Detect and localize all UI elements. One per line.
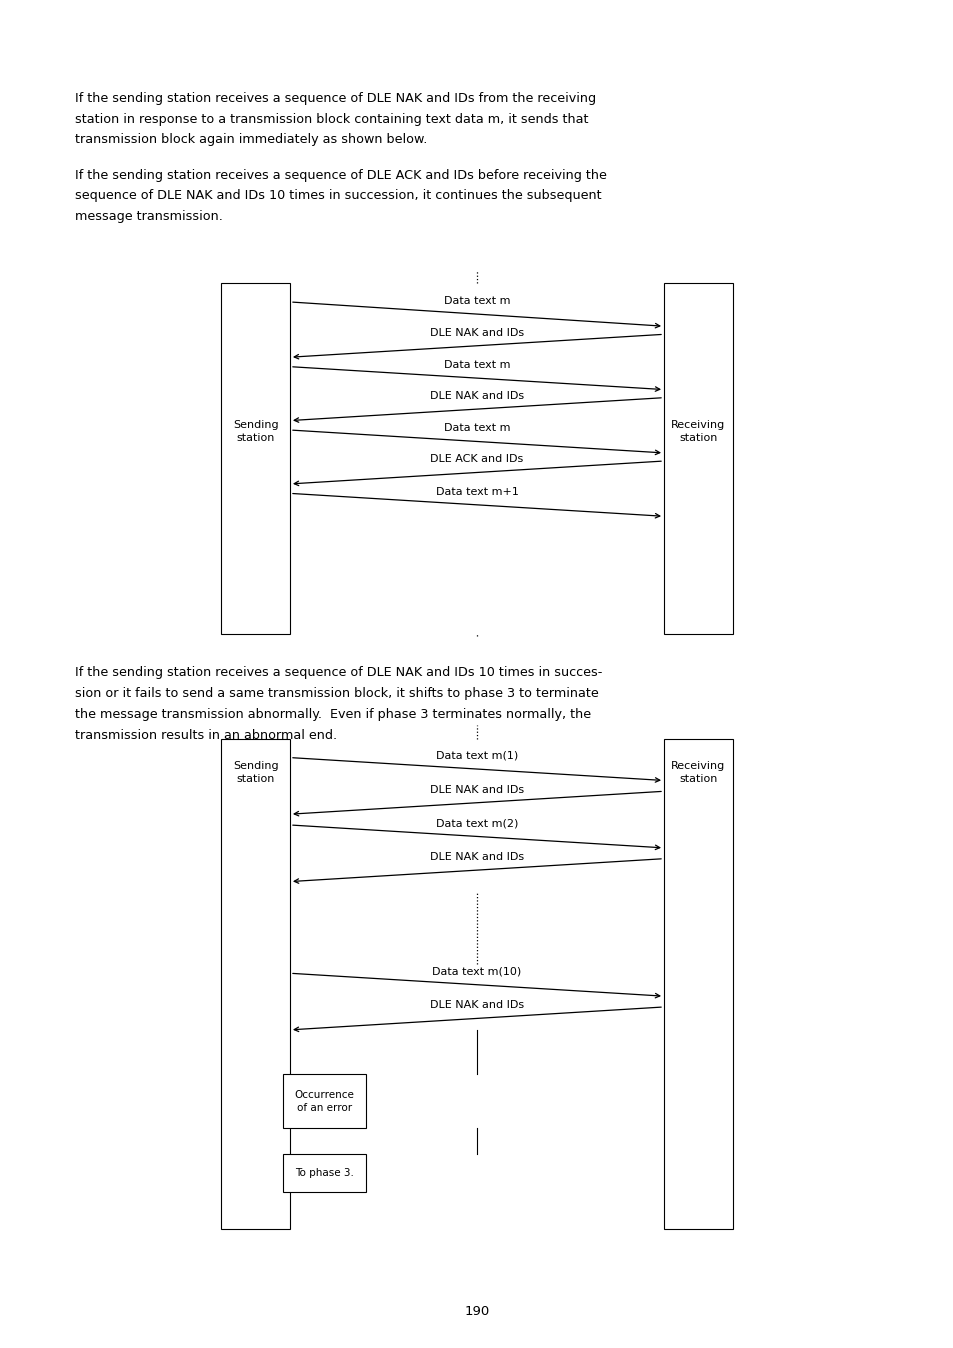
FancyBboxPatch shape <box>221 283 290 634</box>
Text: Receiving
station: Receiving station <box>671 762 724 783</box>
Text: If the sending station receives a sequence of DLE NAK and IDs from the receiving: If the sending station receives a sequen… <box>75 92 596 105</box>
Text: Occurrence
of an error: Occurrence of an error <box>294 1091 354 1112</box>
Text: transmission results in an abnormal end.: transmission results in an abnormal end. <box>75 728 337 741</box>
Text: DLE NAK and IDs: DLE NAK and IDs <box>430 852 523 863</box>
Text: Data text m: Data text m <box>443 360 510 369</box>
FancyBboxPatch shape <box>282 1154 366 1192</box>
Text: 190: 190 <box>464 1305 489 1318</box>
Text: DLE NAK and IDs: DLE NAK and IDs <box>430 391 523 402</box>
Text: DLE ACK and IDs: DLE ACK and IDs <box>430 454 523 464</box>
FancyBboxPatch shape <box>663 283 732 634</box>
Text: message transmission.: message transmission. <box>75 210 223 224</box>
FancyBboxPatch shape <box>282 1074 366 1128</box>
Text: DLE NAK and IDs: DLE NAK and IDs <box>430 1000 523 1011</box>
Text: DLE NAK and IDs: DLE NAK and IDs <box>430 785 523 795</box>
Text: Data text m(2): Data text m(2) <box>436 818 517 828</box>
Text: DLE NAK and IDs: DLE NAK and IDs <box>430 328 523 337</box>
Text: Data text m: Data text m <box>443 297 510 306</box>
Text: Data text m+1: Data text m+1 <box>436 487 517 497</box>
Text: Sending
station: Sending station <box>233 762 278 783</box>
Text: Sending
station: Sending station <box>233 421 278 442</box>
Text: If the sending station receives a sequence of DLE ACK and IDs before receiving t: If the sending station receives a sequen… <box>75 168 607 182</box>
Text: Data text m(1): Data text m(1) <box>436 751 517 760</box>
FancyBboxPatch shape <box>221 739 290 1229</box>
Text: Data text m: Data text m <box>443 423 510 433</box>
FancyBboxPatch shape <box>663 739 732 1229</box>
Text: To phase 3.: To phase 3. <box>294 1167 354 1178</box>
Text: If the sending station receives a sequence of DLE NAK and IDs 10 times in succes: If the sending station receives a sequen… <box>75 666 602 679</box>
Text: station in response to a transmission block containing text data m, it sends tha: station in response to a transmission bl… <box>75 112 588 125</box>
Text: sequence of DLE NAK and IDs 10 times in succession, it continues the subsequent: sequence of DLE NAK and IDs 10 times in … <box>75 189 601 202</box>
Text: the message transmission abnormally.  Even if phase 3 terminates normally, the: the message transmission abnormally. Eve… <box>75 708 591 721</box>
Text: Data text m(10): Data text m(10) <box>432 967 521 976</box>
Text: Receiving
station: Receiving station <box>671 421 724 442</box>
Text: transmission block again immediately as shown below.: transmission block again immediately as … <box>75 133 427 147</box>
Text: sion or it fails to send a same transmission block, it shifts to phase 3 to term: sion or it fails to send a same transmis… <box>75 687 598 700</box>
